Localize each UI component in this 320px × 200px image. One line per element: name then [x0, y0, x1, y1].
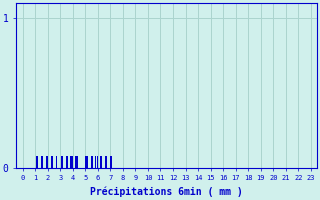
- Bar: [62, 156, 63, 168]
- Bar: [92, 156, 93, 168]
- Bar: [35, 156, 36, 168]
- Bar: [76, 156, 77, 168]
- Bar: [41, 156, 42, 168]
- Bar: [95, 156, 96, 168]
- Bar: [75, 156, 76, 168]
- Bar: [53, 156, 54, 168]
- Bar: [46, 156, 47, 168]
- Bar: [111, 156, 112, 168]
- Bar: [36, 156, 37, 168]
- Bar: [37, 156, 38, 168]
- Bar: [72, 156, 73, 168]
- Bar: [42, 156, 43, 168]
- Bar: [110, 156, 111, 168]
- Bar: [52, 156, 53, 168]
- X-axis label: Précipitations 6min ( mm ): Précipitations 6min ( mm ): [90, 187, 243, 197]
- Bar: [47, 156, 48, 168]
- Bar: [61, 156, 62, 168]
- Bar: [50, 156, 51, 168]
- Bar: [51, 156, 52, 168]
- Bar: [87, 156, 88, 168]
- Bar: [99, 156, 100, 168]
- Bar: [86, 156, 87, 168]
- Bar: [56, 156, 57, 168]
- Bar: [77, 156, 78, 168]
- Bar: [101, 156, 102, 168]
- Bar: [106, 156, 107, 168]
- Bar: [38, 156, 39, 168]
- Bar: [105, 156, 106, 168]
- Bar: [91, 156, 92, 168]
- Bar: [71, 156, 72, 168]
- Bar: [66, 156, 67, 168]
